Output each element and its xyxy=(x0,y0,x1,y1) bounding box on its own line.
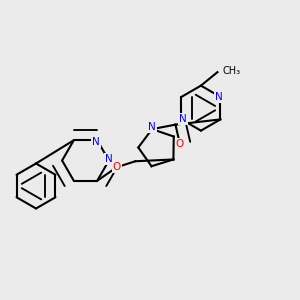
Text: N: N xyxy=(105,154,113,164)
Text: O: O xyxy=(112,162,121,172)
Text: N: N xyxy=(148,122,156,132)
Text: CH₃: CH₃ xyxy=(223,66,241,76)
Text: O: O xyxy=(176,139,184,149)
Text: N: N xyxy=(92,137,100,147)
Text: N: N xyxy=(179,114,187,124)
Text: N: N xyxy=(215,92,223,102)
